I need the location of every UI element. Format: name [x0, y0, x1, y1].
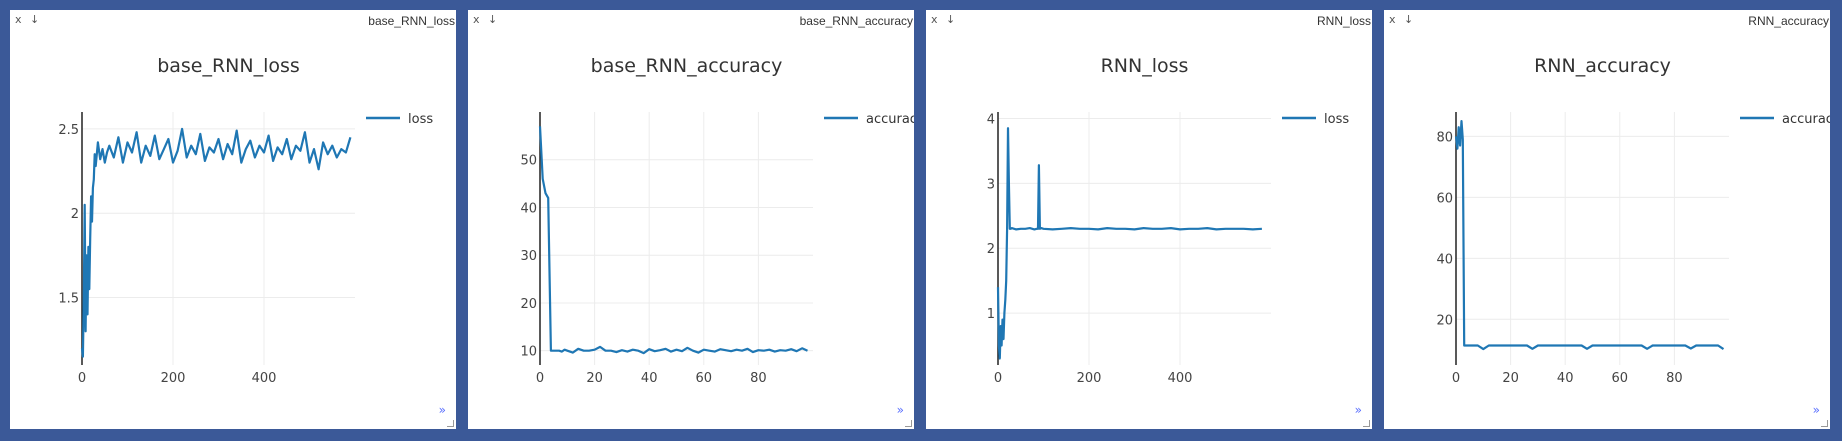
y-tick-label: 2 [987, 242, 995, 257]
line-chart: base_RNN_accuracy 0 20 40 60 80 10 20 30 40 50 accu… [520, 55, 914, 386]
download-icon[interactable]: ↓ [1404, 13, 1414, 26]
y-tick-label: 2.5 [58, 123, 79, 138]
y-tick-label: 10 [520, 345, 537, 360]
x-tick-label: 40 [641, 371, 658, 386]
y-tick-label: 2 [71, 207, 79, 222]
chart-title: RNN_accuracy [1534, 55, 1671, 77]
expand-icon[interactable]: » [438, 403, 446, 417]
y-tick-label: 80 [1436, 130, 1453, 145]
visdom-pane-base-rnn-accuracy[interactable]: x ↓ base_RNN_accuracy base_RNN_accuracy 0… [468, 10, 914, 429]
x-tick-label: 40 [1557, 371, 1574, 386]
download-icon[interactable]: ↓ [30, 13, 40, 26]
legend-label: loss [408, 112, 433, 127]
pane-window-title: RNN_loss [1316, 14, 1371, 28]
x-tick-label: 20 [586, 371, 603, 386]
x-tick-label: 80 [750, 371, 767, 386]
resize-handle-icon[interactable] [905, 420, 912, 427]
x-tick-label: 60 [696, 371, 713, 386]
close-icon[interactable]: x [931, 13, 938, 26]
x-tick-label: 200 [161, 371, 186, 386]
y-tick-label: 20 [1436, 313, 1453, 328]
legend-label: accuracy [1782, 112, 1830, 127]
pane-window-title: base_RNN_accuracy [799, 14, 913, 28]
y-tick-label: 1 [987, 307, 995, 322]
x-tick-label: 400 [252, 371, 277, 386]
close-icon[interactable]: x [15, 13, 22, 26]
y-tick-label: 40 [520, 201, 537, 216]
x-tick-label: 0 [536, 371, 544, 386]
y-tick-label: 40 [1436, 252, 1453, 267]
pane-header[interactable]: x ↓ base_RNN_accuracy [468, 10, 914, 32]
close-icon[interactable]: x [1389, 13, 1396, 26]
y-tick-label: 30 [520, 249, 537, 264]
pane-header[interactable]: x ↓ RNN_accuracy [1384, 10, 1830, 32]
line-chart: RNN_loss 0 200 400 1 2 3 4 loss [987, 55, 1350, 386]
expand-icon[interactable]: » [1812, 403, 1820, 417]
legend-label: accuracy [866, 112, 914, 127]
y-tick-label: 4 [987, 112, 995, 127]
pane-header[interactable]: x ↓ RNN_loss [926, 10, 1372, 32]
expand-icon[interactable]: » [1354, 403, 1362, 417]
resize-handle-icon[interactable] [1363, 420, 1370, 427]
chart-title: RNN_loss [1101, 55, 1189, 77]
close-icon[interactable]: x [473, 13, 480, 26]
download-icon[interactable]: ↓ [946, 13, 956, 26]
line-chart: base_RNN_loss 0 200 400 1.5 2 2.5 loss [58, 55, 433, 386]
pane-window-title: RNN_accuracy [1748, 14, 1829, 28]
x-tick-label: 60 [1612, 371, 1629, 386]
series-line-loss [996, 127, 1262, 360]
pane-header[interactable]: x ↓ base_RNN_loss [10, 10, 456, 32]
legend-label: loss [1324, 112, 1349, 127]
chart-title: base_RNN_accuracy [591, 55, 783, 77]
visdom-pane-base-rnn-loss[interactable]: x ↓ base_RNN_loss base_RNN_loss 0 200 400 1.… [10, 10, 456, 429]
visdom-pane-rnn-loss[interactable]: x ↓ RNN_loss RNN_loss 0 200 400 1 2 3 4 loss » [926, 10, 1372, 429]
pane-window-title: base_RNN_loss [368, 14, 455, 28]
line-chart: RNN_accuracy 0 20 40 60 80 20 40 60 80 accuracy [1436, 55, 1830, 386]
chart-title: base_RNN_loss [157, 55, 300, 77]
download-icon[interactable]: ↓ [488, 13, 498, 26]
y-tick-label: 3 [987, 177, 995, 192]
series-line-accuracy [1454, 119, 1725, 351]
x-tick-label: 80 [1666, 371, 1683, 386]
x-tick-label: 200 [1077, 371, 1102, 386]
x-tick-label: 400 [1168, 371, 1193, 386]
x-tick-label: 0 [994, 371, 1002, 386]
x-tick-label: 20 [1502, 371, 1519, 386]
resize-handle-icon[interactable] [1821, 420, 1828, 427]
x-tick-label: 0 [1452, 371, 1460, 386]
y-tick-label: 50 [520, 154, 537, 169]
y-tick-label: 1.5 [58, 292, 79, 307]
x-tick-label: 0 [78, 371, 86, 386]
expand-icon[interactable]: » [896, 403, 904, 417]
series-line-loss [80, 127, 352, 358]
y-tick-label: 60 [1436, 191, 1453, 206]
series-line-accuracy [538, 126, 808, 355]
resize-handle-icon[interactable] [447, 420, 454, 427]
visdom-pane-rnn-accuracy[interactable]: x ↓ RNN_accuracy RNN_accuracy 0 20 40 60 80 20… [1384, 10, 1830, 429]
y-tick-label: 20 [520, 297, 537, 312]
